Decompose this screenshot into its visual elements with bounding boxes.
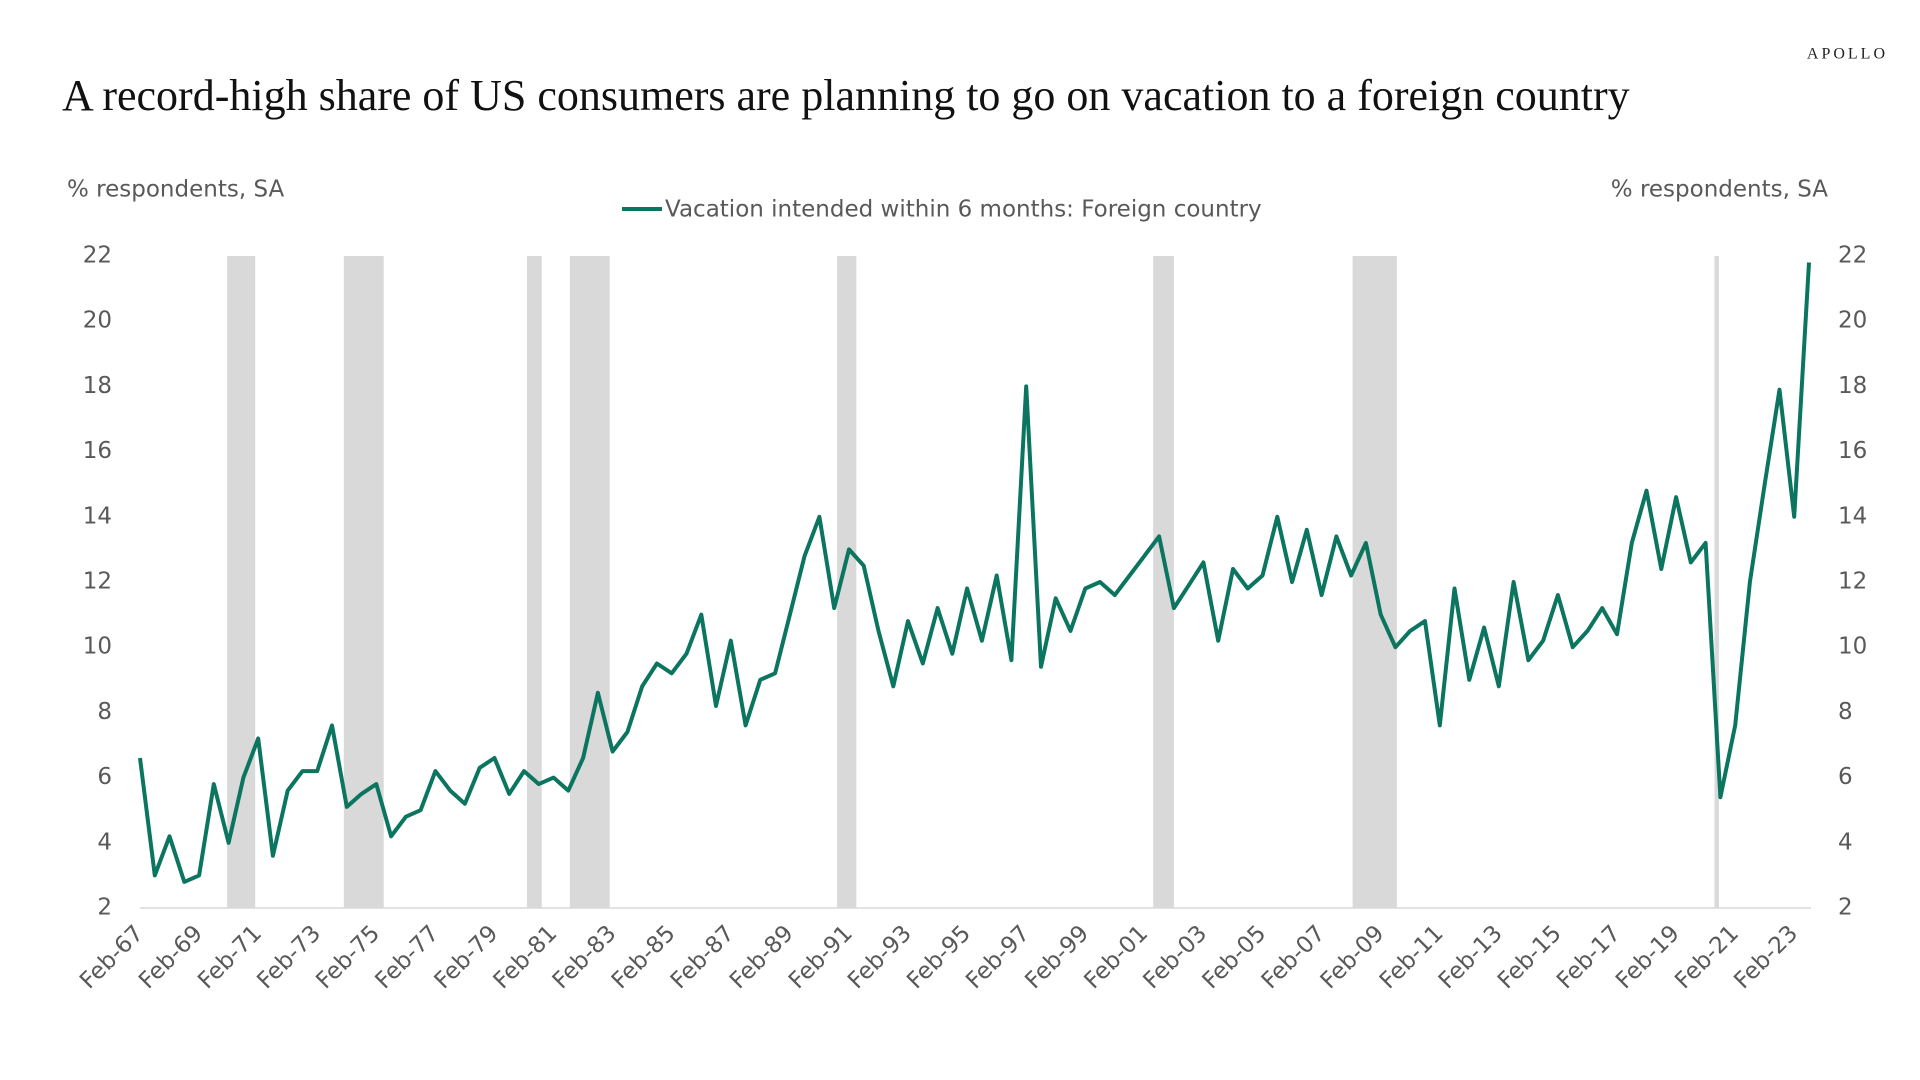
- x-tick-label: Feb-97: [961, 920, 1035, 994]
- x-tick-label: Feb-21: [1670, 920, 1744, 994]
- y-tick-label: 2: [97, 895, 112, 921]
- y-tick-label: 14: [83, 503, 112, 529]
- x-tick-label: Feb-83: [548, 920, 622, 994]
- y2-axis-label: % respondents, SA: [1611, 177, 1828, 203]
- x-tick-label: Feb-05: [1198, 920, 1272, 994]
- y-tick-label: 4: [97, 829, 112, 855]
- x-tick-label: Feb-75: [311, 920, 385, 994]
- y2-tick-label: 12: [1838, 569, 1867, 595]
- y-tick-label: 10: [83, 634, 112, 660]
- y2-tick-label: 4: [1838, 829, 1853, 855]
- x-tick-label: Feb-19: [1611, 920, 1685, 994]
- y-tick-label: 12: [83, 569, 112, 595]
- x-tick-label: Feb-77: [370, 920, 444, 994]
- y-tick-label: 22: [83, 243, 112, 269]
- y2-tick-label: 22: [1838, 243, 1867, 269]
- y2-tick-label: 6: [1838, 764, 1853, 790]
- x-tick-label: Feb-01: [1079, 920, 1153, 994]
- shaded-period: [837, 256, 857, 908]
- shaded-period: [569, 256, 610, 908]
- data-line: [138, 262, 1811, 884]
- x-tick-label: Feb-95: [902, 920, 976, 994]
- x-tick-label: Feb-85: [607, 920, 681, 994]
- shaded-period: [1714, 256, 1719, 908]
- x-tick-label: Feb-23: [1729, 920, 1803, 994]
- y2-tick-label: 16: [1838, 438, 1867, 464]
- x-tick-label: Feb-73: [252, 920, 326, 994]
- x-tick-label: Feb-15: [1493, 920, 1567, 994]
- y-tick-label: 8: [97, 699, 112, 725]
- x-tick-label: Feb-09: [1316, 920, 1390, 994]
- x-tick-label: Feb-79: [430, 920, 504, 994]
- y2-tick-label: 2: [1838, 895, 1853, 921]
- x-tick-label: Feb-87: [666, 920, 740, 994]
- x-tick-label: Feb-71: [193, 920, 267, 994]
- chart-title: A record-high share of US consumers are …: [62, 71, 1630, 120]
- legend-label: Vacation intended within 6 months: Forei…: [665, 197, 1262, 223]
- x-tick-label: Feb-03: [1139, 920, 1213, 994]
- x-tick-label: Feb-13: [1434, 920, 1508, 994]
- y-tick-label: 16: [83, 438, 112, 464]
- x-tick-label: Feb-91: [784, 920, 858, 994]
- x-tick-label: Feb-89: [725, 920, 799, 994]
- brand: APOLLO: [1807, 46, 1888, 63]
- x-tick-label: Feb-07: [1257, 920, 1331, 994]
- shaded-period: [526, 256, 542, 908]
- y-tick-label: 6: [97, 764, 112, 790]
- x-tick-label: Feb-11: [1375, 920, 1449, 994]
- x-tick-label: Feb-99: [1020, 920, 1094, 994]
- x-tick-label: Feb-81: [489, 920, 563, 994]
- y-axis-label: % respondents, SA: [67, 177, 284, 203]
- x-tick-label: Feb-69: [134, 920, 208, 994]
- shaded-period: [227, 256, 256, 908]
- shaded-period: [1153, 256, 1174, 908]
- y-tick-label: 18: [83, 373, 112, 399]
- x-tick-label: Feb-67: [75, 920, 149, 994]
- shaded-period: [343, 256, 384, 908]
- x-tick-label: Feb-93: [843, 920, 917, 994]
- y2-tick-label: 20: [1838, 308, 1867, 334]
- y-tick-label: 20: [83, 308, 112, 334]
- y2-tick-label: 8: [1838, 699, 1853, 725]
- y2-tick-label: 18: [1838, 373, 1867, 399]
- y2-tick-label: 10: [1838, 634, 1867, 660]
- x-tick-label: Feb-17: [1552, 920, 1626, 994]
- y2-tick-label: 14: [1838, 503, 1867, 529]
